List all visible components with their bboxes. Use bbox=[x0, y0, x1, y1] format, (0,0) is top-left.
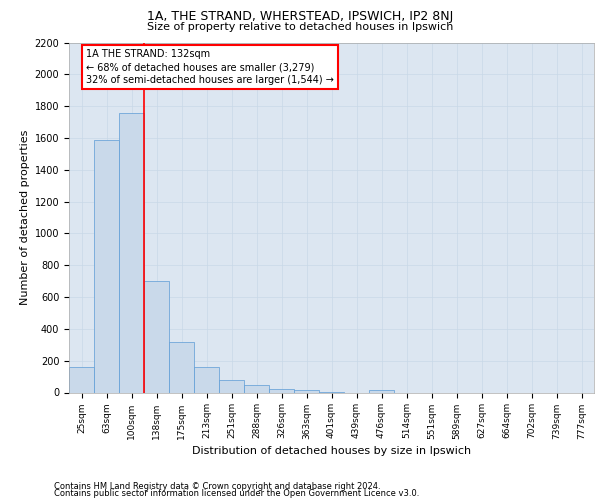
Bar bbox=[269, 388, 294, 392]
Text: Size of property relative to detached houses in Ipswich: Size of property relative to detached ho… bbox=[147, 22, 453, 32]
Text: 1A, THE STRAND, WHERSTEAD, IPSWICH, IP2 8NJ: 1A, THE STRAND, WHERSTEAD, IPSWICH, IP2 … bbox=[147, 10, 453, 23]
Bar bbox=[94, 140, 119, 392]
Bar bbox=[369, 390, 394, 392]
Bar bbox=[294, 390, 319, 392]
Bar bbox=[119, 112, 144, 392]
Text: 1A THE STRAND: 132sqm
← 68% of detached houses are smaller (3,279)
32% of semi-d: 1A THE STRAND: 132sqm ← 68% of detached … bbox=[86, 49, 334, 86]
Bar bbox=[144, 281, 169, 392]
Text: Contains HM Land Registry data © Crown copyright and database right 2024.: Contains HM Land Registry data © Crown c… bbox=[54, 482, 380, 491]
Bar bbox=[169, 342, 194, 392]
Bar bbox=[69, 367, 94, 392]
Bar bbox=[219, 380, 244, 392]
Text: Contains public sector information licensed under the Open Government Licence v3: Contains public sector information licen… bbox=[54, 489, 419, 498]
Bar bbox=[194, 367, 219, 392]
X-axis label: Distribution of detached houses by size in Ipswich: Distribution of detached houses by size … bbox=[192, 446, 471, 456]
Bar bbox=[244, 384, 269, 392]
Y-axis label: Number of detached properties: Number of detached properties bbox=[20, 130, 31, 305]
